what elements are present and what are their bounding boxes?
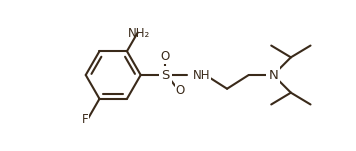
Text: NH₂: NH₂ — [127, 27, 150, 40]
Text: F: F — [82, 113, 89, 126]
Text: N: N — [268, 69, 278, 82]
Text: NH: NH — [193, 69, 210, 82]
Text: O: O — [161, 50, 170, 63]
Text: S: S — [161, 69, 169, 82]
Text: O: O — [176, 84, 185, 97]
